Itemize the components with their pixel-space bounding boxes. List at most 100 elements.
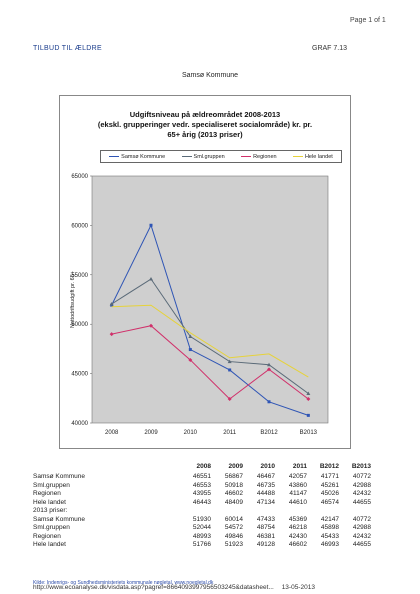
section-header: TILBUD TIL ÆLDRE <box>33 45 102 52</box>
table-cell: 46602 <box>224 490 243 497</box>
y-tick-label: 60000 <box>71 223 88 229</box>
table-cell: 51923 <box>224 541 243 548</box>
chart-title-line-2: (ekskl. grupperinger vedr. specialiseret… <box>97 120 313 129</box>
data-point <box>306 391 311 395</box>
footer-date: 13-05-2013 <box>281 584 315 591</box>
legend-item: Sml.gruppen <box>181 153 225 160</box>
table-cell: 45433 <box>320 532 339 540</box>
table-cell: 46574 <box>320 498 339 506</box>
page-number: Page 1 of 1 <box>350 17 386 24</box>
table-cell: 40772 <box>352 515 371 523</box>
data-point <box>188 334 193 339</box>
table-cell: 51766 <box>192 541 211 548</box>
data-point <box>149 277 153 281</box>
data-point <box>149 223 153 227</box>
row-label: Hele landet <box>33 498 66 506</box>
legend-label: Hele landet <box>304 153 333 160</box>
series-line <box>111 325 309 400</box>
municipality-title: Samsø Kommune <box>181 72 239 79</box>
table-cell: 42057 <box>288 473 307 480</box>
chart-title-line-3: 65+ årig (2013 priser) <box>167 130 243 139</box>
series-line <box>111 278 309 394</box>
x-tick-label: B2013 <box>300 430 318 436</box>
row-label: Regionen <box>33 532 61 540</box>
legend-swatch <box>109 155 120 158</box>
data-point <box>306 413 310 417</box>
table-cell: 46735 <box>256 481 275 489</box>
table-cell: 47134 <box>256 498 275 506</box>
table-cell: 45026 <box>320 490 339 497</box>
legend-label: Regionen <box>253 153 277 160</box>
data-point <box>109 302 114 306</box>
table-cell: 45369 <box>288 515 307 523</box>
table-cell: 42432 <box>352 490 371 497</box>
table-cell: 49128 <box>256 541 275 548</box>
table-cell: 42432 <box>352 532 371 540</box>
footer-url-line: http://www.ecoanalyse.dk/visdata.asp?pag… <box>33 584 315 591</box>
table-cell: 46443 <box>192 498 211 506</box>
table-cell: 54572 <box>224 524 243 531</box>
footer-url[interactable]: http://www.ecoanalyse.dk/visdata.asp?pag… <box>33 584 274 591</box>
plot-area <box>91 175 329 424</box>
table-cell: 48409 <box>224 498 243 506</box>
data-point <box>188 357 193 362</box>
chart-frame: Udgiftsniveau på ældreområdet 2008-2013 … <box>59 95 351 449</box>
y-tick-label: 50000 <box>71 322 88 328</box>
table-cell: 47433 <box>256 515 275 523</box>
table-cell: 44610 <box>288 498 307 506</box>
data-point <box>149 323 153 328</box>
table-cell: 50918 <box>224 481 243 489</box>
table-cell: 41771 <box>320 473 339 480</box>
table-cell: 46553 <box>192 481 211 489</box>
table-cell: 51930 <box>192 515 211 523</box>
table-cell: 44655 <box>352 498 371 506</box>
data-point <box>227 359 232 364</box>
data-point <box>228 368 232 372</box>
table-cell: 45261 <box>320 481 339 489</box>
legend-item: Hele landet <box>292 153 333 160</box>
series-line <box>111 223 309 416</box>
source-note[interactable]: Kilde: Indenrigs- og Sundhedsministeriet… <box>33 580 214 586</box>
row-label: Regionen <box>33 490 61 497</box>
legend-item: Samsø Kommune <box>109 154 165 160</box>
data-point <box>267 362 271 367</box>
legend-swatch <box>181 155 192 158</box>
table-cell: 2011 <box>292 463 307 470</box>
chart-legend: Samsø Kommune Sml.gruppen Regionen Hele lan… <box>100 150 342 163</box>
y-tick-label: 45000 <box>71 372 88 378</box>
table-cell: 2008 <box>196 463 211 470</box>
x-tick-label: B2012 <box>260 430 278 436</box>
legend-item: Regionen <box>241 154 277 160</box>
data-point <box>306 396 311 401</box>
table-cell: 2009 <box>228 463 243 470</box>
data-point <box>267 400 271 404</box>
row-label: Sml.gruppen <box>33 524 70 531</box>
data-point <box>227 396 232 401</box>
table-cell: 44488 <box>256 490 275 497</box>
table-cell: 40772 <box>352 473 371 480</box>
x-tick-label: 2010 <box>184 430 198 436</box>
table-cell: 46993 <box>320 541 339 548</box>
table-cell: 45898 <box>320 524 339 531</box>
y-tick-label: 55000 <box>71 273 88 279</box>
row-label: Samsø Kommune <box>33 473 86 480</box>
table-cell: 42988 <box>352 481 371 489</box>
table-cell: 46381 <box>256 532 275 540</box>
data-point <box>267 367 271 372</box>
table-cell: 46218 <box>288 524 307 531</box>
table-cell: 43955 <box>192 490 211 497</box>
table-cell: 46602 <box>288 541 307 548</box>
x-tick-label: 2009 <box>144 430 158 436</box>
table-cell: 56867 <box>224 473 243 480</box>
y-tick-label: 40000 <box>71 421 88 427</box>
x-tick-label: 2008 <box>105 430 119 436</box>
table-cell: 46551 <box>192 473 211 480</box>
legend-label: Sml.gruppen <box>193 153 225 160</box>
y-axis-label: Nettodriftsudgift pr. 65+ <box>70 271 76 328</box>
table-cell: 43860 <box>288 481 307 489</box>
table-cell: 60014 <box>224 515 243 523</box>
row-label: Sml.gruppen <box>33 481 70 489</box>
table-cell: B2013 <box>351 463 371 470</box>
table-cell: 52044 <box>192 524 211 531</box>
row-label: 2013 priser: <box>33 507 68 514</box>
